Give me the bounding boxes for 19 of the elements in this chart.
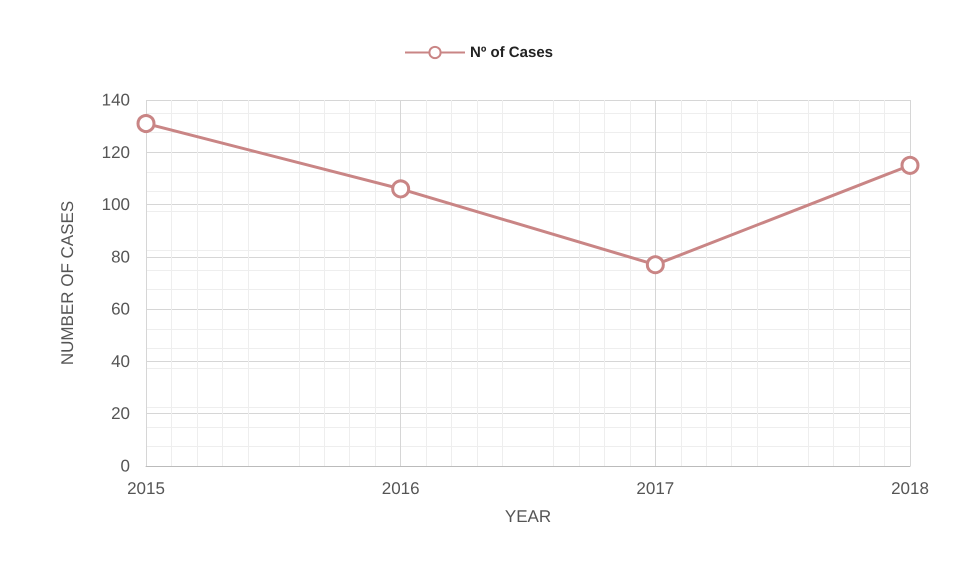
y-tick-label: 0 bbox=[120, 456, 130, 476]
y-tick-label: 100 bbox=[102, 195, 130, 214]
x-tick-label: 2015 bbox=[127, 479, 165, 498]
y-tick-label: 140 bbox=[102, 90, 130, 110]
legend-label: Nº of Cases bbox=[470, 44, 554, 61]
y-tick-label: 40 bbox=[111, 352, 130, 371]
point bbox=[136, 114, 156, 134]
point bbox=[900, 156, 920, 175]
x-tick-label: 2016 bbox=[382, 479, 420, 498]
x-tick-label: 2017 bbox=[636, 479, 674, 498]
point bbox=[391, 179, 410, 198]
x-tick-label: 2018 bbox=[891, 479, 929, 498]
y-tick-label: 80 bbox=[111, 247, 130, 266]
x-axis-title: YEAR bbox=[504, 507, 552, 526]
y-tick-label: 60 bbox=[111, 300, 130, 319]
point bbox=[646, 255, 665, 274]
y-axis-title: NUMBER OF CASES bbox=[58, 200, 77, 366]
y-tick-label: 20 bbox=[111, 404, 130, 424]
y-tick-label: 120 bbox=[102, 142, 130, 162]
